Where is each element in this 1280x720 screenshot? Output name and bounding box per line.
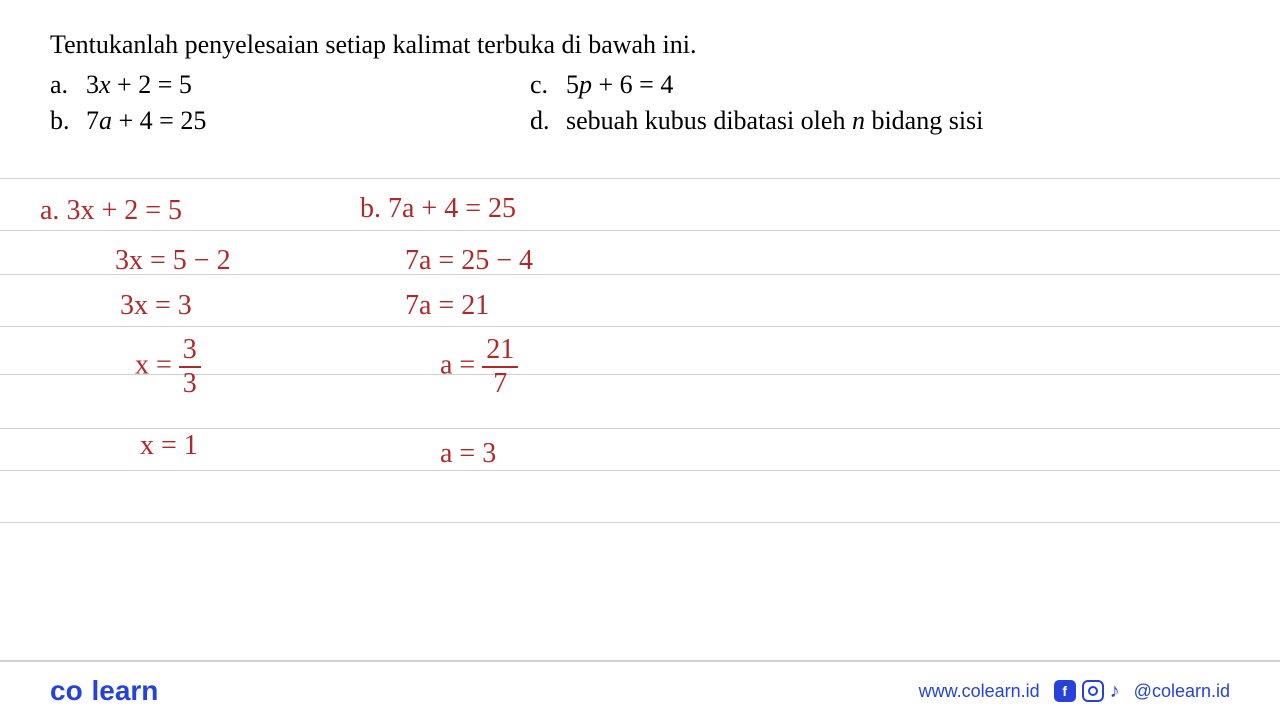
tiktok-icon: ♪	[1110, 680, 1120, 703]
page: Tentukanlah penyelesaian setiap kalimat …	[0, 0, 1280, 720]
options-right-column: c. 5p + 6 = 4 d. sebuah kubus dibatasi o…	[530, 70, 1230, 142]
hw-a-line4: x = 33	[135, 336, 201, 398]
option-a-expr: 3x + 2 = 5	[86, 70, 192, 100]
question-prompt: Tentukanlah penyelesaian setiap kalimat …	[50, 30, 1230, 60]
hw-b-line3: 7a = 21	[405, 290, 489, 322]
hw-b-line2: 7a = 25 − 4	[405, 245, 533, 277]
option-d-text: sebuah kubus dibatasi oleh n bidang sisi	[566, 106, 983, 136]
hw-b-label: b. 7a + 4 = 25	[360, 193, 516, 225]
options-container: a. 3x + 2 = 5 b. 7a + 4 = 25 c. 5p + 6 =…	[50, 70, 1230, 142]
logo-co: co	[50, 675, 83, 706]
option-a: a. 3x + 2 = 5	[50, 70, 530, 100]
option-c: c. 5p + 6 = 4	[530, 70, 1230, 100]
instagram-icon	[1082, 680, 1104, 702]
footer: co learn www.colearn.id f ♪ @colearn.id	[0, 660, 1280, 720]
hw-b-line5: a = 3	[440, 438, 496, 470]
hw-a-line2: 3x = 5 − 2	[115, 245, 231, 277]
logo: co learn	[50, 675, 158, 707]
footer-url: www.colearn.id	[919, 681, 1040, 702]
hw-b-line4: a = 217	[440, 336, 518, 398]
options-left-column: a. 3x + 2 = 5 b. 7a + 4 = 25	[50, 70, 530, 142]
option-c-expr: 5p + 6 = 4	[566, 70, 673, 100]
hw-a-line5: x = 1	[140, 430, 198, 462]
footer-right: www.colearn.id f ♪ @colearn.id	[919, 680, 1230, 703]
option-b: b. 7a + 4 = 25	[50, 106, 530, 136]
option-c-label: c.	[530, 70, 566, 100]
hw-a-label: a. 3x + 2 = 5	[40, 195, 182, 227]
option-d-label: d.	[530, 106, 566, 136]
hw-a-line3: 3x = 3	[120, 290, 192, 322]
option-b-expr: 7a + 4 = 25	[86, 106, 206, 136]
option-b-label: b.	[50, 106, 86, 136]
option-d: d. sebuah kubus dibatasi oleh n bidang s…	[530, 106, 1230, 136]
footer-handle: @colearn.id	[1134, 681, 1230, 702]
option-a-label: a.	[50, 70, 86, 100]
facebook-icon: f	[1054, 680, 1076, 702]
social-icons: f ♪	[1054, 680, 1120, 703]
logo-learn: learn	[91, 675, 158, 706]
